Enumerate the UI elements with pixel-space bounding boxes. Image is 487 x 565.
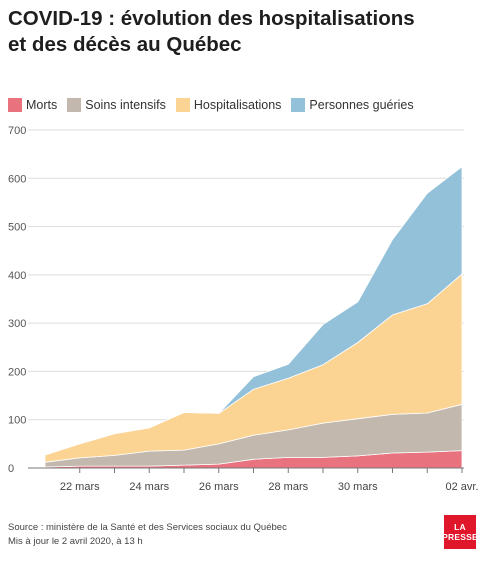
x-tick-label: 02 avr. <box>445 481 478 493</box>
y-tick-label: 400 <box>8 270 26 282</box>
y-tick-label: 600 <box>8 173 26 185</box>
y-tick-label: 700 <box>8 125 26 137</box>
legend-label-soins-intensifs: Soins intensifs <box>85 98 166 112</box>
legend-item-hospitalisations: Hospitalisations <box>175 98 282 112</box>
x-tick-label: 26 mars <box>199 481 239 493</box>
source-text: Source : ministère de la Santé et des Se… <box>8 522 287 533</box>
chart-title-line-1: COVID-19 : évolution des hospitalisation… <box>8 7 415 30</box>
footer: Source : ministère de la Santé et des Se… <box>8 521 287 549</box>
y-tick-label: 0 <box>8 463 14 475</box>
legend-swatch-soins-intensifs <box>67 98 82 112</box>
chart-title: COVID-19 : évolution des hospitalisation… <box>8 6 468 58</box>
x-tick-label: 24 mars <box>129 481 169 493</box>
y-tick-label: 200 <box>8 366 26 378</box>
stacked-area-chart: 0 100 200 300 400 500 600 700 22 mars 24 mars 26 m… <box>8 125 479 493</box>
logo-line-1: LA <box>454 522 466 532</box>
legend-item-morts: Morts <box>8 98 57 112</box>
legend-swatch-personnes-gueries <box>291 98 306 112</box>
legend-label-personnes-gueries: Personnes guéries <box>309 98 414 112</box>
legend-label-hospitalisations: Hospitalisations <box>193 98 282 112</box>
legend: Morts Soins intensifs Hospitalisations P… <box>8 96 424 114</box>
legend-label-morts: Morts <box>26 98 58 112</box>
updated-text: Mis à jour le 2 avril 2020, à 13 h <box>8 536 143 547</box>
y-tick-label: 100 <box>8 415 26 427</box>
legend-swatch-morts <box>8 98 22 112</box>
legend-item-soins-intensifs: Soins intensifs <box>67 98 166 112</box>
y-tick-label: 300 <box>8 318 26 330</box>
y-tick-label: 500 <box>8 222 26 234</box>
legend-swatch-hospitalisations <box>175 98 190 112</box>
logo-line-2: PRESSE <box>442 532 478 542</box>
area-series-gueries <box>44 166 463 456</box>
x-tick-label: 22 mars <box>60 481 100 493</box>
chart-title-line-2: et des décès au Québec <box>8 33 242 56</box>
x-tick-label: 30 mars <box>338 481 378 493</box>
la-presse-logo: LA PRESSE <box>442 515 478 549</box>
legend-item-personnes-gueries: Personnes guéries <box>291 98 414 112</box>
x-tick-label: 28 mars <box>268 481 308 493</box>
